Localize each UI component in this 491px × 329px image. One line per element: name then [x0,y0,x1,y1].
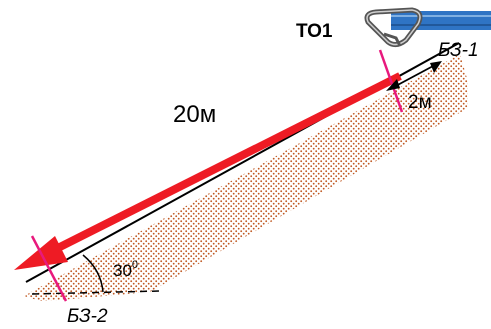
station-mark-bottom [30,235,68,302]
angle-label: 300 [113,259,138,280]
blue-rope [391,11,491,30]
offset-arrowhead-end [430,61,442,73]
angle-value: 30 [113,261,132,280]
horizontal-base-line [31,290,161,295]
top-station-label: БЗ-1 [438,40,479,61]
anchor-label: ТО1 [296,21,333,42]
bottom-station-label: БЗ-2 [67,306,108,327]
slope-ground-fill [24,54,468,301]
carabiner-icon [364,7,423,48]
angle-degree-sign: 0 [132,259,138,271]
rope-length-label: 20м [173,101,216,128]
offset-label: 2м [408,92,432,113]
offset-dimension-line [391,64,436,89]
angle-arc [82,254,104,293]
rope-arrow-line [48,72,402,256]
station-mark-top [378,49,404,113]
offset-arrowhead-start [386,79,400,91]
